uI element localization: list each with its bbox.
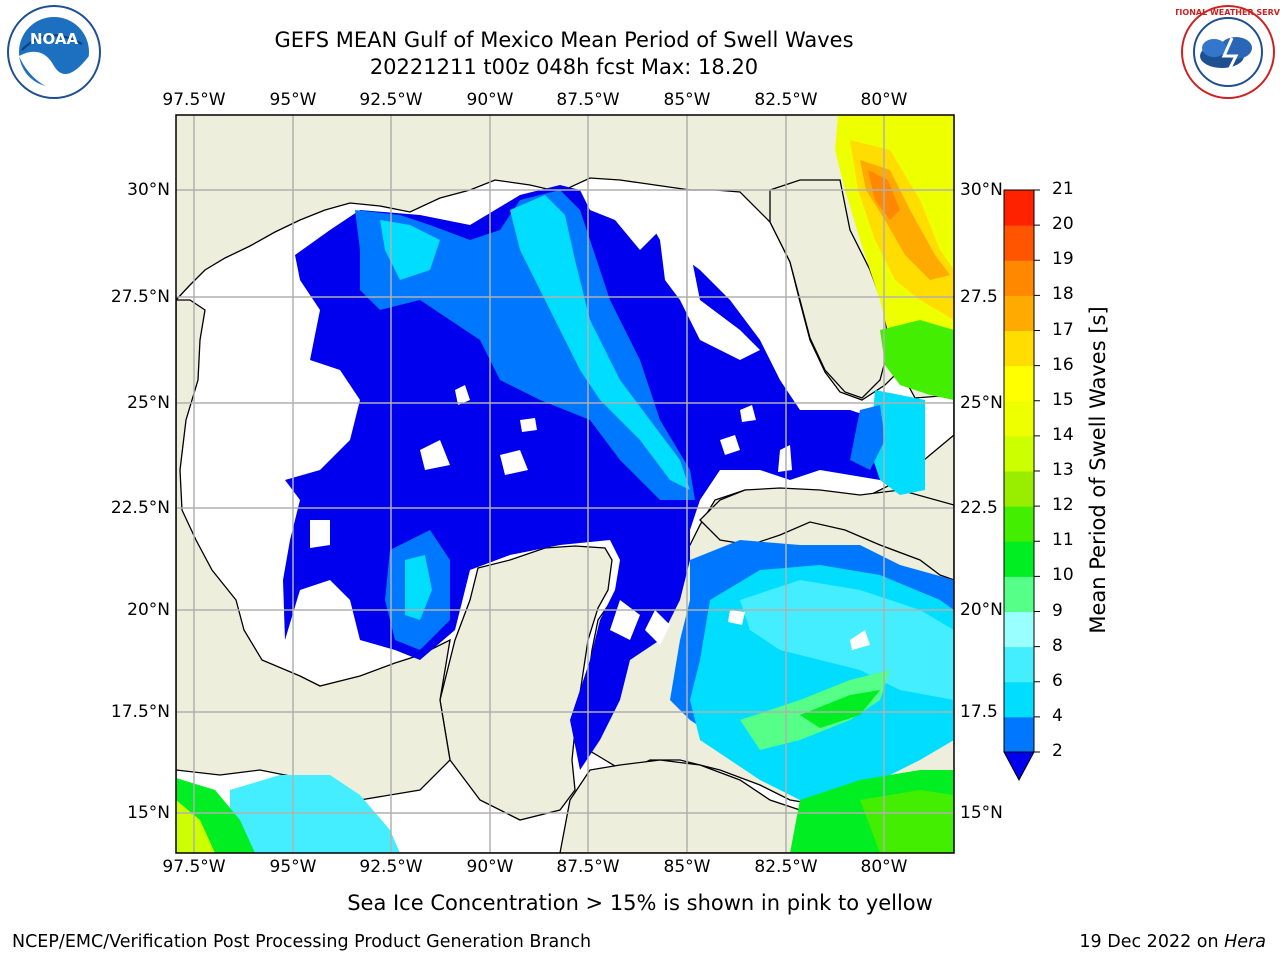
lat-label-left: 17.5°N bbox=[110, 702, 170, 722]
colorbar-band bbox=[1004, 611, 1034, 648]
colorbar-band bbox=[1004, 225, 1034, 261]
lat-label-right: 17.5 bbox=[960, 702, 998, 722]
central-america-land bbox=[559, 759, 811, 853]
colorbar-tick-label: 21 bbox=[1052, 179, 1074, 199]
colorbar-tick-label: 4 bbox=[1052, 705, 1063, 726]
colorbar-band bbox=[1004, 365, 1034, 402]
florida-land bbox=[769, 179, 889, 399]
colorbar-band bbox=[1004, 506, 1034, 542]
lon-label-top: 87.5°W bbox=[556, 90, 620, 110]
colorbar-band bbox=[1004, 400, 1034, 437]
sea-ice-note: Sea Ice Concentration > 15% is shown in … bbox=[347, 891, 933, 915]
lon-label-top: 85°W bbox=[663, 90, 711, 110]
lat-label-left: 30°N bbox=[127, 180, 170, 200]
footer-date: 19 Dec 2022 on Hera bbox=[1079, 932, 1266, 952]
colorbar-label: Mean Period of Swell Waves [s] bbox=[1086, 306, 1110, 634]
colorbar-band bbox=[1004, 330, 1034, 367]
lat-label-right: 15°N bbox=[960, 803, 1003, 823]
lon-label-bottom: 80°W bbox=[860, 857, 908, 877]
colorbar-tick-label: 16 bbox=[1052, 354, 1074, 375]
lat-label-right: 20°N bbox=[960, 600, 1003, 620]
colorbar-extend-arrow bbox=[1003, 751, 1035, 782]
colorbar-band bbox=[1004, 646, 1034, 683]
lat-label-left: 20°N bbox=[127, 600, 170, 620]
chart-title: GEFS MEAN Gulf of Mexico Mean Period of … bbox=[274, 28, 854, 52]
lon-label-top: 92.5°W bbox=[359, 90, 423, 110]
colorbar-tick-label: 19 bbox=[1052, 249, 1074, 270]
lon-label-top: 80°W bbox=[860, 90, 908, 110]
colorbar-tick-label: 8 bbox=[1052, 635, 1063, 656]
lon-label-bottom: 90°W bbox=[466, 857, 514, 877]
lon-label-bottom: 82.5°W bbox=[754, 857, 818, 877]
lat-label-left: 22.5°N bbox=[110, 498, 170, 518]
lon-label-bottom: 85°W bbox=[663, 857, 711, 877]
lat-label-right: 22.5 bbox=[960, 498, 998, 518]
svg-text:NOAA: NOAA bbox=[30, 30, 79, 48]
colorbar-tick-label: 12 bbox=[1052, 495, 1074, 516]
lat-label-left: 27.5°N bbox=[110, 287, 170, 307]
lon-label-top: 97.5°W bbox=[162, 90, 226, 110]
lon-label-bottom: 87.5°W bbox=[556, 857, 620, 877]
colorbar-tick-label: 10 bbox=[1052, 565, 1074, 586]
colorbar-tick-label: 20 bbox=[1052, 214, 1074, 235]
footer-machine: Hera bbox=[1224, 932, 1266, 952]
colorbar bbox=[1003, 189, 1040, 782]
svg-text:NATIONAL WEATHER SERVICE: NATIONAL WEATHER SERVICE bbox=[1176, 8, 1280, 17]
colorbar-band bbox=[1004, 435, 1034, 472]
lat-label-left: 15°N bbox=[127, 803, 170, 823]
lon-label-top: 90°W bbox=[466, 90, 514, 110]
colorbar-band bbox=[1004, 716, 1034, 753]
colorbar-tick-label: 11 bbox=[1052, 530, 1074, 551]
colorbar-tick-label: 18 bbox=[1052, 284, 1074, 305]
lon-label-bottom: 97.5°W bbox=[162, 857, 226, 877]
lon-label-bottom: 92.5°W bbox=[359, 857, 423, 877]
colorbar-tick-label: 17 bbox=[1052, 319, 1074, 340]
colorbar-band bbox=[1004, 295, 1034, 331]
cuba-land bbox=[699, 487, 954, 581]
footer-date-text: 19 Dec 2022 on bbox=[1079, 932, 1225, 952]
lon-label-top: 95°W bbox=[269, 90, 317, 110]
nws-logo: NATIONAL WEATHER SERVICE bbox=[1176, 5, 1280, 99]
colorbar-band bbox=[1004, 260, 1034, 296]
noaa-logo: NOAA bbox=[7, 5, 101, 99]
lon-label-top: 82.5°W bbox=[754, 90, 818, 110]
lat-label-right: 27.5 bbox=[960, 287, 998, 307]
colorbar-band bbox=[1004, 541, 1034, 577]
map-frame bbox=[175, 114, 955, 854]
chart-subtitle: 20221211 t00z 048h fcst Max: 18.20 bbox=[369, 55, 759, 79]
colorbar-tick-label: 15 bbox=[1052, 389, 1074, 410]
colorbar-tick-label: 14 bbox=[1052, 424, 1074, 445]
lon-label-bottom: 95°W bbox=[269, 857, 317, 877]
lat-label-right: 25°N bbox=[960, 393, 1003, 413]
colorbar-tick-label: 6 bbox=[1052, 670, 1063, 691]
colorbar-tick-label: 2 bbox=[1052, 741, 1063, 761]
footer-branch: NCEP/EMC/Verification Post Processing Pr… bbox=[12, 932, 592, 952]
colorbar-tick-label: 13 bbox=[1052, 460, 1074, 480]
colorbar-band bbox=[1004, 576, 1034, 612]
graticule bbox=[176, 115, 954, 853]
colorbar-band bbox=[1004, 471, 1034, 507]
colorbar-tick-label: 9 bbox=[1052, 600, 1063, 621]
colorbar-band bbox=[1004, 190, 1034, 226]
lat-label-right: 30°N bbox=[960, 180, 1003, 200]
lat-label-left: 25°N bbox=[127, 393, 170, 413]
colorbar-band bbox=[1004, 681, 1034, 718]
